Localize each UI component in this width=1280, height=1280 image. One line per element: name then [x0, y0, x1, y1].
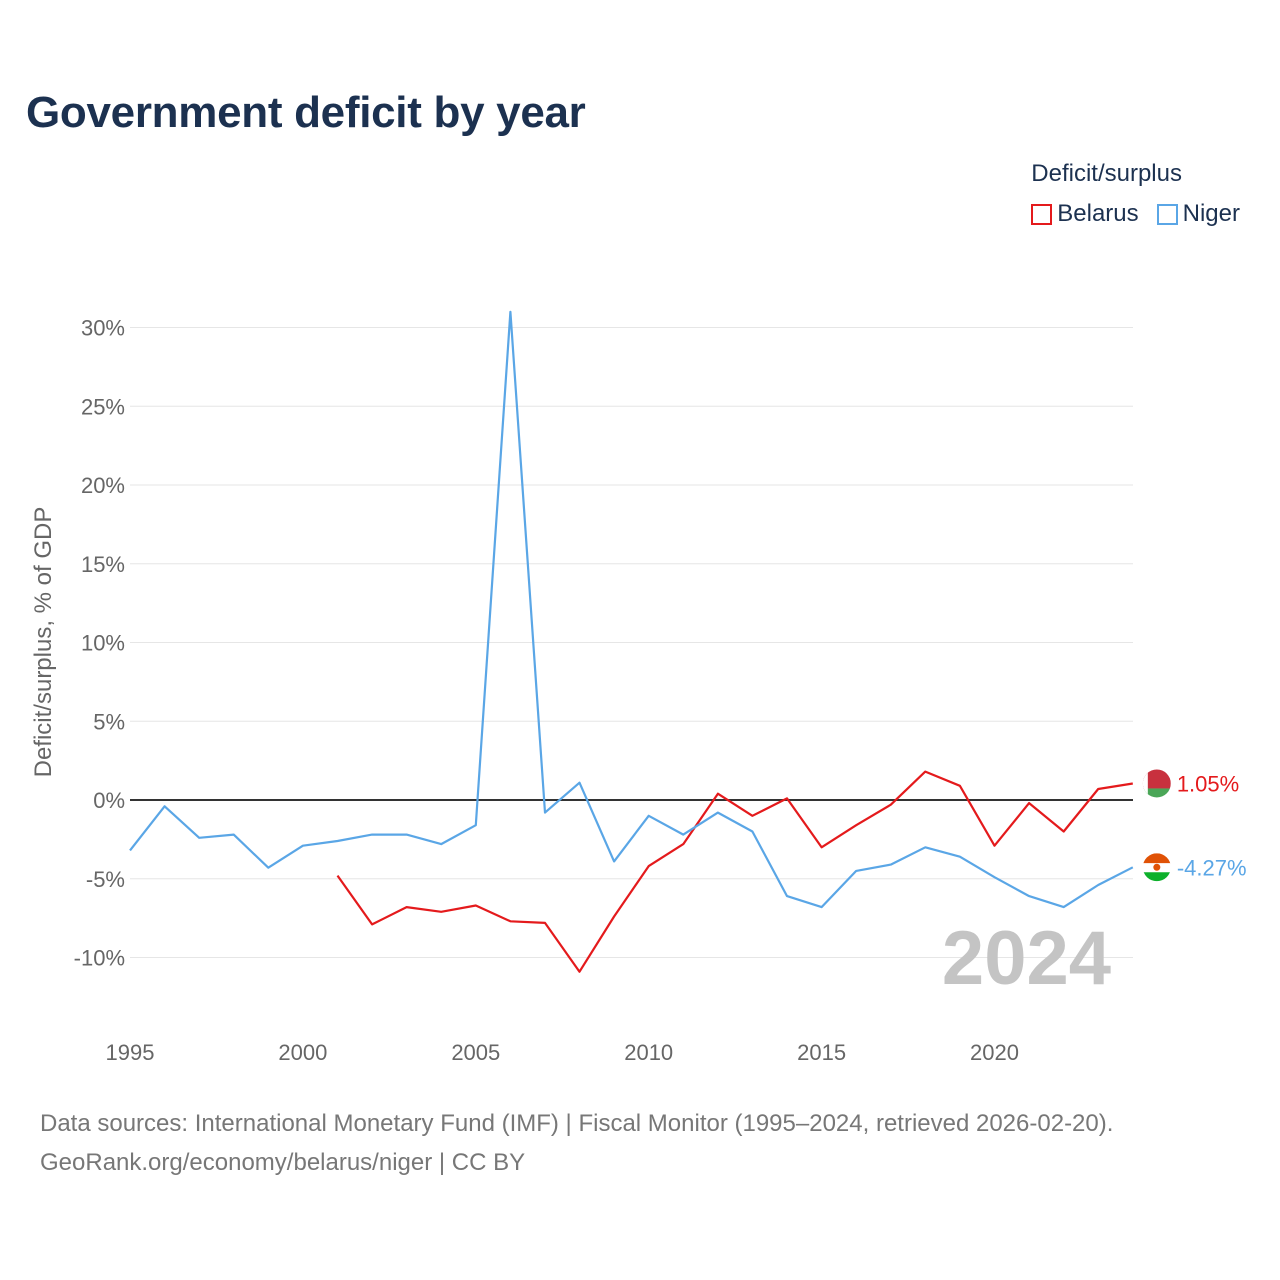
y-tick-label: 25%	[81, 394, 125, 419]
end-value-label-belarus: 1.05%	[1177, 771, 1239, 796]
legend-label-niger: Niger	[1182, 200, 1240, 227]
legend-title: Deficit/surplus	[1031, 160, 1182, 187]
flag-icon-belarus	[1142, 769, 1171, 798]
flag-ornament	[1142, 769, 1148, 798]
y-tick-label: 5%	[93, 709, 125, 734]
series-line-niger	[129, 310, 1134, 909]
legend-swatch-niger	[1156, 203, 1178, 225]
legend-item-belarus[interactable]: Belarus	[1031, 200, 1139, 228]
legend-label-belarus: Belarus	[1057, 200, 1139, 227]
series-line-belarus	[336, 770, 1133, 973]
x-tick-label: 2020	[970, 1040, 1019, 1065]
y-tick-label: 20%	[81, 473, 125, 498]
legend: Deficit/surplus Belarus Niger	[1031, 160, 1240, 228]
y-tick-label: -10%	[74, 946, 125, 971]
y-tick-label: 30%	[81, 316, 125, 341]
y-tick-label: -5%	[86, 867, 125, 892]
y-tick-label: 10%	[81, 631, 125, 656]
x-tick-label: 2000	[278, 1040, 327, 1065]
x-tick-label: 1995	[106, 1040, 155, 1065]
year-watermark: 2024	[942, 916, 1111, 1001]
y-tick-label: 15%	[81, 552, 125, 577]
data-sources: Data sources: International Monetary Fun…	[40, 1104, 1113, 1182]
legend-swatch-belarus	[1031, 203, 1053, 225]
flag-stripe-green	[1142, 788, 1171, 798]
x-tick-label: 2015	[797, 1040, 846, 1065]
sources-line-2[interactable]: GeoRank.org/economy/belarus/niger | CC B…	[40, 1149, 526, 1176]
end-value-label-niger: -4.27%	[1177, 855, 1247, 880]
flag-sun	[1153, 863, 1161, 871]
x-tick-label: 2010	[624, 1040, 673, 1065]
y-tick-label: 0%	[93, 788, 125, 813]
x-tick-label: 2005	[451, 1040, 500, 1065]
legend-item-niger[interactable]: Niger	[1156, 200, 1240, 228]
flag-stripe-orange	[1142, 853, 1171, 864]
flag-icon-niger	[1142, 853, 1171, 882]
chart-title: Government deficit by year	[26, 88, 586, 137]
y-axis-label: Deficit/surplus, % of GDP	[30, 507, 57, 778]
flag-stripe-green	[1142, 872, 1171, 882]
sources-line-1: Data sources: International Monetary Fun…	[40, 1110, 1114, 1137]
flag-stripe-red	[1142, 769, 1171, 789]
